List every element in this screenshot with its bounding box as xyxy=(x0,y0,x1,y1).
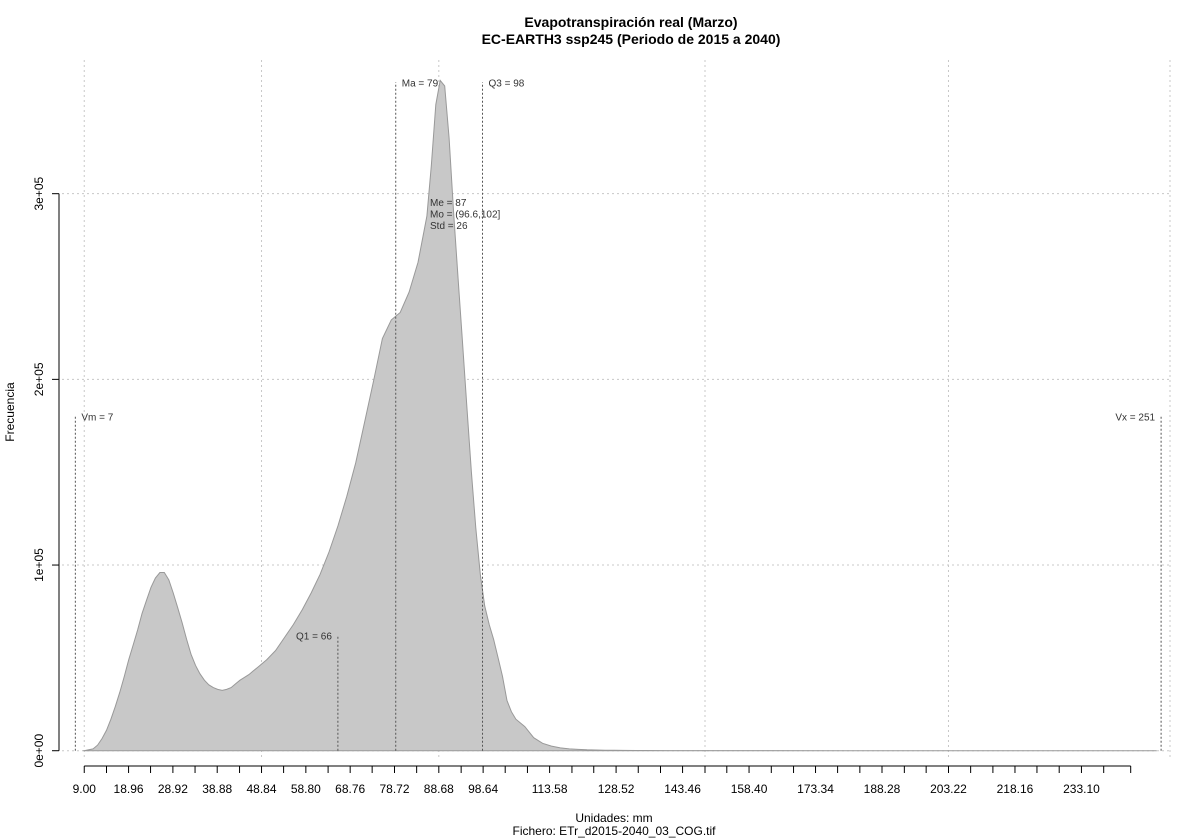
x-tick-label: 158.40 xyxy=(731,782,768,796)
file-caption: Fichero: ETr_d2015-2040_03_COG.tif xyxy=(513,824,717,838)
stat-label: Vm = 7 xyxy=(81,412,113,423)
x-tick-label: 128.52 xyxy=(598,782,635,796)
chart-title: Evapotranspiración real (Marzo) xyxy=(524,14,737,30)
x-tick-label: 113.58 xyxy=(532,782,568,796)
x-tick-label: 173.34 xyxy=(797,782,834,796)
x-tick-label: 218.16 xyxy=(997,782,1034,796)
x-tick-label: 188.28 xyxy=(864,782,901,796)
x-tick-label: 9.00 xyxy=(73,782,97,796)
stat-lines: Vm = 7 Q1 = 66 Ma = 79 Q3 = 98 Vx = 251 xyxy=(74,78,1162,751)
x-tick-label: 38.88 xyxy=(202,782,232,796)
stats-line: Me = 87 xyxy=(430,198,467,209)
density-area xyxy=(82,79,1157,752)
x-tick-label: 98.64 xyxy=(468,782,498,796)
x-tick-label: 78.72 xyxy=(379,782,409,796)
x-tick-label: 48.84 xyxy=(247,782,277,796)
x-tick-label: 88.68 xyxy=(424,782,454,796)
y-axis-label: Frecuencia xyxy=(3,382,17,442)
x-tick-label: 203.22 xyxy=(930,782,967,796)
y-tick-label: 2e+05 xyxy=(32,362,46,396)
x-tick-label: 143.46 xyxy=(664,782,701,796)
stats-line: Mo = (96.6,102] xyxy=(430,210,501,221)
x-tick-label: 68.76 xyxy=(335,782,365,796)
y-tick-label: 0e+00 xyxy=(32,734,46,768)
x-tick-label: 233.10 xyxy=(1063,782,1100,796)
x-tick-label: 58.80 xyxy=(291,782,321,796)
stat-label: Vx = 251 xyxy=(1115,412,1155,423)
stat-label: Q3 = 98 xyxy=(489,78,525,89)
stat-label: Q1 = 66 xyxy=(296,632,332,643)
grid xyxy=(62,60,1171,760)
stats-line: Std = 26 xyxy=(430,221,468,232)
x-axis-label: Unidades: mm xyxy=(575,811,652,825)
stat-label: Ma = 79 xyxy=(402,78,439,89)
x-axis: 9.00 18.96 28.92 38.88 48.84 58.80 68.76 78.72 8… xyxy=(73,765,1132,796)
y-axis: 0e+00 1e+05 2e+05 3e+05 xyxy=(32,177,60,768)
y-tick-label: 3e+05 xyxy=(32,177,46,211)
chart-subtitle: EC-EARTH3 ssp245 (Periodo de 2015 a 2040… xyxy=(482,31,781,47)
x-tick-label: 18.96 xyxy=(114,782,144,796)
x-tick-label: 28.92 xyxy=(158,782,188,796)
y-tick-label: 1e+05 xyxy=(32,548,46,582)
